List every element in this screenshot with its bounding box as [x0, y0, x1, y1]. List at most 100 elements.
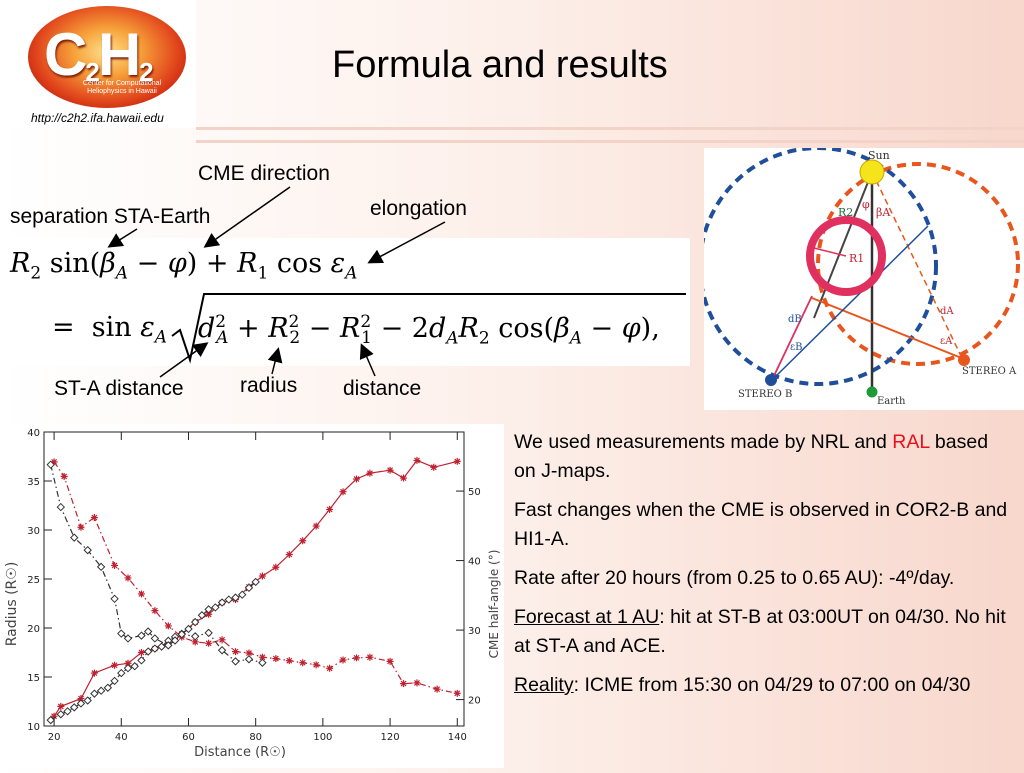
series-3-point [96, 562, 106, 572]
series-0-point [124, 659, 132, 667]
y-tick-label: 25 [27, 575, 40, 586]
series-2-point [191, 638, 199, 646]
series-2-point [232, 648, 240, 656]
label-sun: Sun [868, 149, 890, 162]
x-tick-label: 80 [249, 732, 262, 743]
series-2-point [366, 653, 374, 661]
series-2-point [90, 513, 98, 521]
series-1-point [231, 593, 240, 602]
series-2-point [453, 689, 461, 697]
bullet-4-text: : hit at ST-B at 03:00UT on 04/30. No hi… [514, 606, 1006, 657]
series-1-point [130, 662, 139, 671]
y2-tick-label: 20 [468, 696, 481, 707]
series-3-point [150, 634, 160, 643]
logo-caption: Center for Computational Heliophysics in… [82, 80, 162, 95]
series-0-point [400, 474, 408, 482]
bullet-1-text: We used measurements made by NRL and [514, 431, 887, 453]
logo-sub1: 2 [85, 57, 100, 87]
series-1-point [238, 590, 247, 599]
y-tick-label: 10 [27, 722, 40, 733]
bullet-reality: Reality: ICME from 15:30 on 04/29 to 07:… [514, 671, 1014, 700]
series-1-point [143, 647, 153, 656]
series-1-point [150, 644, 160, 653]
series-1-point [211, 603, 220, 612]
y-tick-label: 15 [27, 673, 40, 684]
x-tick-label: 140 [448, 732, 467, 743]
series-1-point [123, 663, 133, 673]
series-0-point [77, 695, 85, 703]
formula-box: R2 sin(βA − φ) + R1 cos εA = sin εA d2A … [0, 238, 690, 366]
r1-radius-line [813, 247, 847, 257]
stereo-b-icon [765, 374, 777, 386]
stereo-b-los [771, 225, 929, 381]
stereo-a-los [811, 297, 965, 360]
series-1-point [83, 696, 92, 705]
chart-y2-label: CME half-angle (°) [487, 550, 501, 659]
bullet-rate: Rate after 20 hours (from 0.25 to 0.65 A… [514, 567, 955, 589]
series-3-point [83, 545, 92, 555]
earth-icon [866, 386, 878, 398]
series-2-line [53, 461, 458, 694]
series-0-point [413, 456, 421, 464]
bullet-forecast: Forecast at 1 AU: hit at ST-B at 03:00UT… [514, 603, 1014, 661]
sqrt-sign [171, 293, 686, 364]
series-0-point [90, 669, 98, 677]
series-3-point [217, 646, 227, 655]
x-tick-label: 20 [48, 732, 61, 743]
series-3-point [137, 631, 146, 640]
series-1-point [197, 611, 207, 620]
series-2-point [111, 561, 119, 569]
site-url[interactable]: http://c2h2.ifa.hawaii.edu [31, 111, 164, 125]
series-2-point [326, 664, 334, 672]
label-beta-a: βA [876, 206, 891, 219]
series-2-point [50, 458, 58, 466]
series-2-point [272, 655, 280, 663]
logo-area: C2H2 Center for Computational Heliophysi… [0, 0, 196, 128]
label-phi: φ [862, 198, 870, 211]
series-1-point [96, 686, 106, 695]
series-1-point [157, 642, 166, 651]
chart-svg: 20 40 60 80 100 120 1401015202530354020304050 … [4, 428, 501, 760]
series-3-point [204, 628, 213, 638]
label-r1: R1 [849, 252, 864, 265]
bullet-5-text: : ICME from 15:30 on 04/29 to 07:00 on 0… [573, 674, 971, 696]
chart-x-label: Distance (R☉) [194, 745, 286, 760]
y2-tick-label: 40 [468, 557, 481, 568]
stereo-b-to-cme [771, 295, 813, 381]
series-1-point [244, 583, 254, 593]
series-2-point [400, 680, 408, 688]
series-1-point [137, 656, 146, 665]
logo-c: C [44, 21, 87, 88]
series-0-point [326, 505, 334, 513]
label-eps-b: εB [790, 342, 803, 353]
series-3-point [70, 533, 79, 542]
sun-stereo-a-line [871, 171, 963, 359]
y2-tick-label: 50 [468, 487, 481, 498]
label-d-a: dA [940, 306, 954, 317]
logo-sun-glow [28, 6, 186, 108]
geometry-svg: Sun Earth STEREO A STEREO B R1 R2 φ βA d… [698, 146, 1020, 407]
series-1-point [46, 715, 55, 725]
series-1-point [217, 598, 227, 607]
sun-icon [859, 159, 885, 185]
label-elongation: elongation [370, 197, 467, 220]
label-eps-a: εA [940, 336, 953, 347]
label-d-b: dB [788, 314, 802, 325]
series-3-point [258, 658, 267, 667]
logo-h: H [97, 21, 141, 88]
series-3-point [143, 627, 153, 636]
series-0-point [272, 563, 280, 571]
arrow-sta-distance [159, 342, 209, 378]
geometry-diagram: Sun Earth STEREO A STEREO B R1 R2 φ βA d… [698, 146, 1024, 410]
arrow-radius [267, 347, 283, 375]
x-tick-label: 40 [115, 732, 128, 743]
x-tick-label: 60 [182, 732, 195, 743]
series-3-point [46, 460, 55, 469]
series-0-point [339, 488, 347, 496]
series-3-point [117, 629, 126, 638]
series-1-point [76, 699, 86, 708]
label-stereo-a: STEREO A [962, 366, 1017, 377]
results-text: We used measurements made by NRL and RAL… [514, 428, 1014, 710]
logo-sub2: 2 [139, 57, 154, 87]
y-tick-label: 20 [27, 624, 40, 635]
